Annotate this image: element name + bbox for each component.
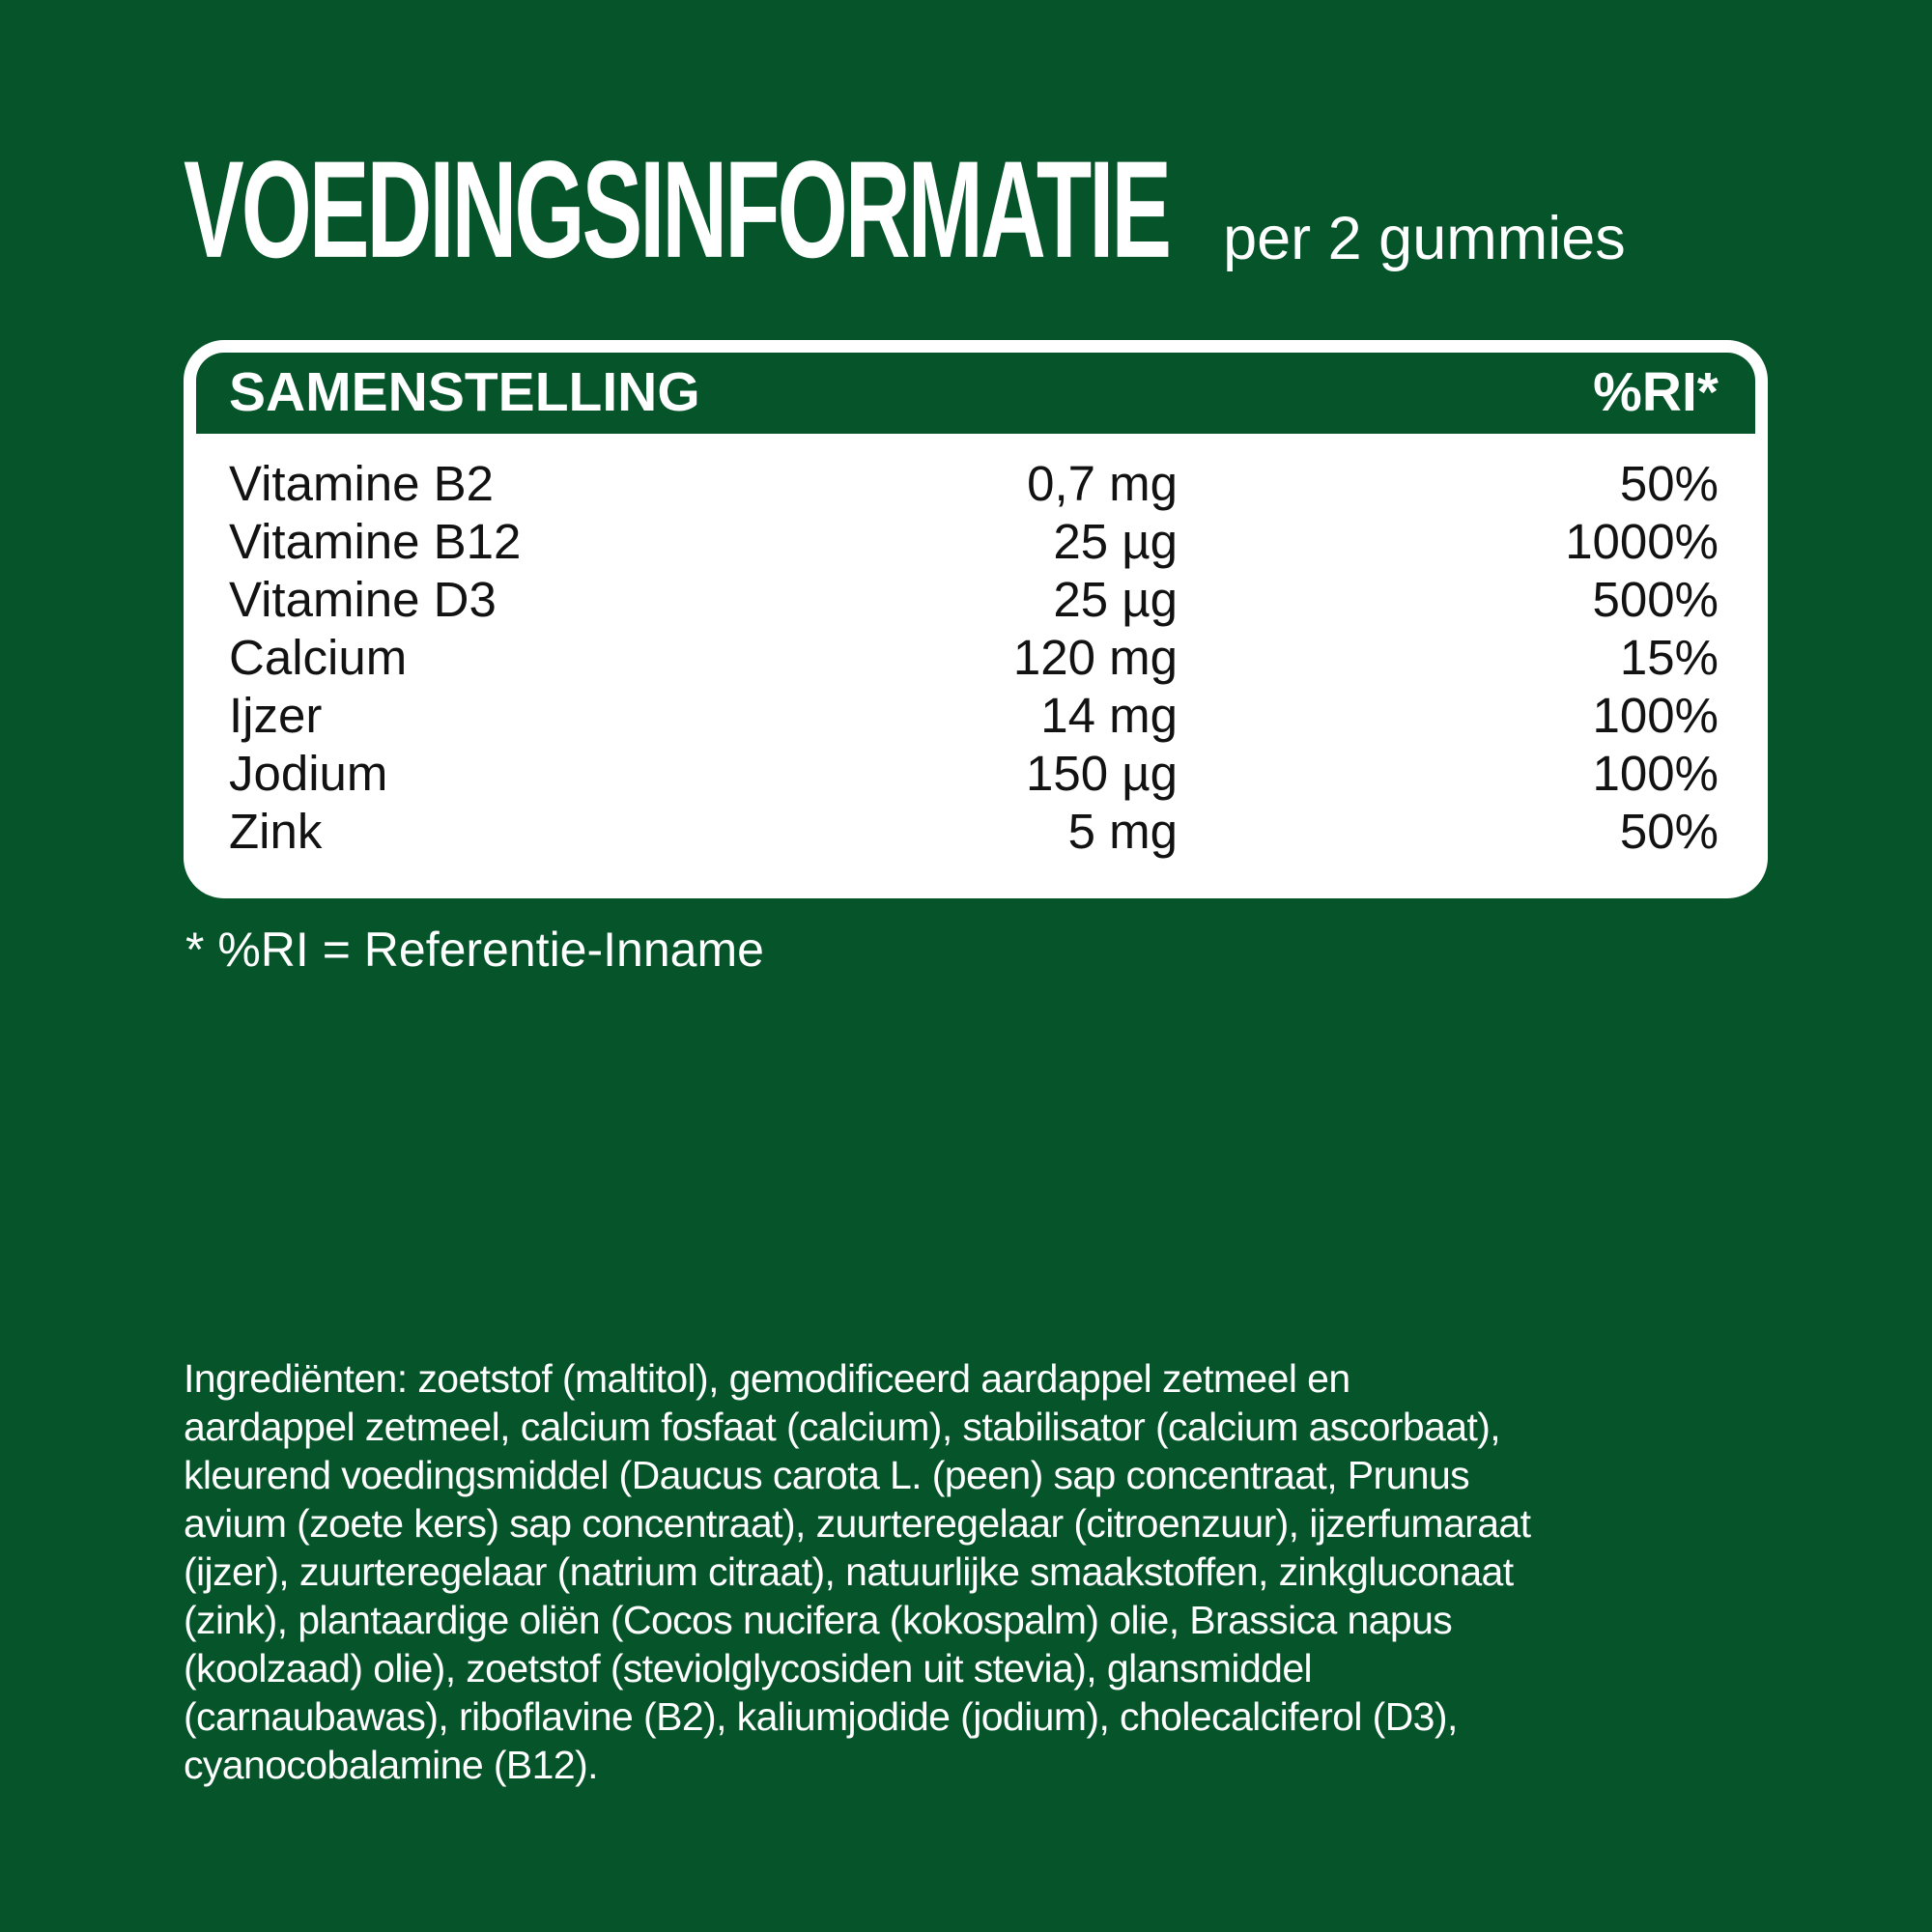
nutrient-amount: 5 mg <box>1067 804 1178 859</box>
table-body: Vitamine B2 0,7 mg 50% Vitamine B12 25 µ… <box>196 434 1755 886</box>
table-row: Vitamine B12 25 µg 1000% <box>229 513 1719 571</box>
table-header-row: SAMENSTELLING %RI* <box>196 353 1755 434</box>
nutrient-amount: 14 mg <box>1040 688 1178 743</box>
table-row: Vitamine D3 25 µg 500% <box>229 571 1719 629</box>
nutrient-name: Zink <box>229 804 323 859</box>
table-row: Zink 5 mg 50% <box>229 803 1719 861</box>
nutrient-amount: 0,7 mg <box>1027 456 1178 511</box>
table-row: Calcium 120 mg 15% <box>229 629 1719 687</box>
nutrient-name: Vitamine D3 <box>229 572 497 627</box>
table-header-ri: %RI* <box>1593 361 1719 423</box>
table-row: Jodium 150 µg 100% <box>229 745 1719 803</box>
label-header: VOEDINGSINFORMATIE per 2 gummies <box>184 124 1768 283</box>
nutrient-amount: 120 mg <box>1012 630 1178 685</box>
nutrient-name: Jodium <box>229 746 388 801</box>
nutrient-name: Vitamine B12 <box>229 514 522 569</box>
nutrient-ri: 50% <box>1619 456 1719 511</box>
table-header-samenstelling: SAMENSTELLING <box>229 361 700 423</box>
nutrient-ri: 50% <box>1619 804 1719 859</box>
nutrient-name: Calcium <box>229 630 408 685</box>
ri-footnote: * %RI = Referentie-Inname <box>185 923 764 977</box>
nutrient-ri: 15% <box>1619 630 1719 685</box>
nutrient-ri: 100% <box>1592 688 1719 743</box>
nutrient-ri: 100% <box>1592 746 1719 801</box>
table-row: Vitamine B2 0,7 mg 50% <box>229 455 1719 513</box>
composition-table: SAMENSTELLING %RI* Vitamine B2 0,7 mg 50… <box>184 340 1768 898</box>
nutrient-name: Ijzer <box>229 688 323 743</box>
table-row: Ijzer 14 mg 100% <box>229 687 1719 745</box>
nutrient-amount: 150 µg <box>1025 746 1178 801</box>
ingredients-paragraph: Ingrediënten: zoetstof (maltitol), gemod… <box>184 1356 1531 1787</box>
nutrient-ri: 500% <box>1592 572 1719 627</box>
nutrient-ri: 1000% <box>1565 514 1719 569</box>
nutrient-amount: 25 µg <box>1053 572 1178 627</box>
serving-size: per 2 gummies <box>1223 205 1626 272</box>
nutrient-amount: 25 µg <box>1053 514 1178 569</box>
nutrient-name: Vitamine B2 <box>229 456 495 511</box>
page-title: VOEDINGSINFORMATIE <box>184 131 1172 287</box>
